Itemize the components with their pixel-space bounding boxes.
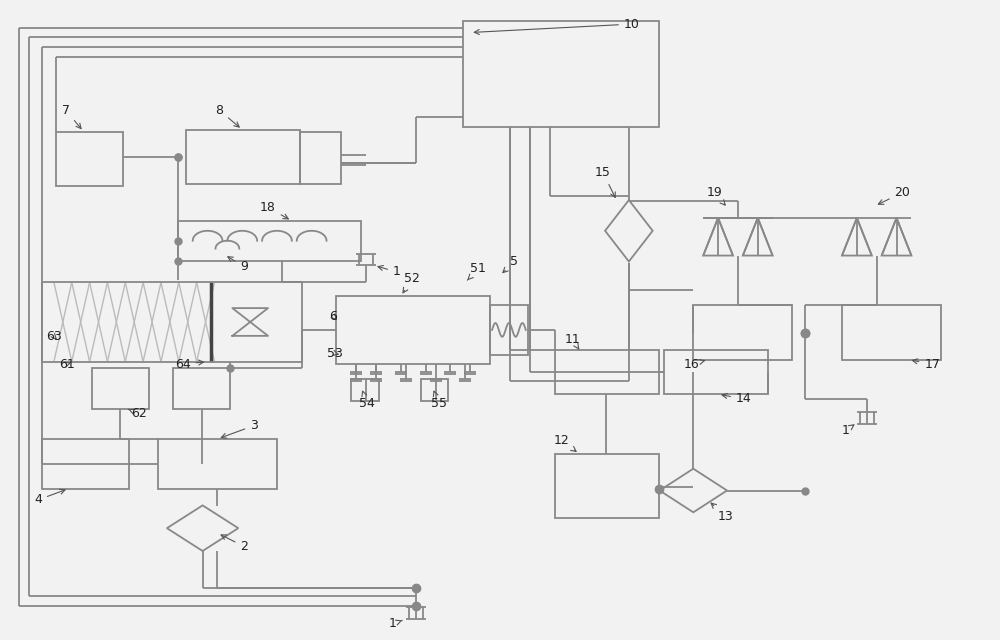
Text: 3: 3	[221, 419, 258, 438]
Text: 7: 7	[62, 104, 81, 129]
Bar	[351, 380, 379, 401]
Text: 18: 18	[260, 201, 288, 219]
Bar	[173, 367, 230, 409]
Text: 14: 14	[722, 392, 752, 405]
Text: 6: 6	[329, 310, 337, 323]
Text: 9: 9	[228, 257, 248, 273]
Text: 20: 20	[878, 186, 910, 204]
Text: 63: 63	[46, 330, 62, 343]
Text: 15: 15	[595, 166, 615, 197]
Bar	[56, 132, 123, 186]
Text: 1: 1	[842, 424, 854, 437]
Text: 13: 13	[711, 503, 734, 524]
Bar	[336, 296, 490, 364]
Bar	[693, 305, 792, 360]
Text: 5: 5	[503, 255, 518, 273]
Bar	[463, 20, 659, 127]
Text: 1: 1	[389, 618, 402, 630]
Bar	[842, 305, 941, 360]
Text: 62: 62	[128, 407, 147, 420]
Bar	[178, 221, 361, 260]
Text: 61: 61	[59, 358, 75, 371]
Bar	[158, 439, 277, 488]
Bar	[555, 349, 659, 394]
Text: 51: 51	[467, 262, 486, 280]
Bar	[92, 367, 149, 409]
Text: 4: 4	[34, 490, 65, 506]
Bar	[300, 132, 341, 184]
Text: 10: 10	[474, 17, 640, 35]
Text: 64: 64	[175, 358, 204, 371]
Bar	[490, 305, 528, 355]
Bar	[186, 130, 300, 184]
Bar	[555, 454, 659, 518]
Text: 12: 12	[554, 434, 576, 451]
Text: 8: 8	[215, 104, 239, 127]
Text: 19: 19	[706, 186, 725, 205]
Text: 17: 17	[912, 358, 940, 371]
Bar	[664, 349, 768, 394]
Text: 16: 16	[683, 358, 705, 371]
Bar	[421, 380, 448, 401]
Bar	[42, 439, 129, 488]
Text: 55: 55	[431, 391, 447, 410]
Text: 54: 54	[359, 391, 375, 410]
Text: 11: 11	[564, 333, 580, 349]
Text: 52: 52	[403, 273, 420, 293]
Text: 2: 2	[221, 535, 248, 553]
Bar	[42, 282, 302, 362]
Text: 53: 53	[327, 347, 342, 360]
Text: 1: 1	[378, 266, 401, 278]
